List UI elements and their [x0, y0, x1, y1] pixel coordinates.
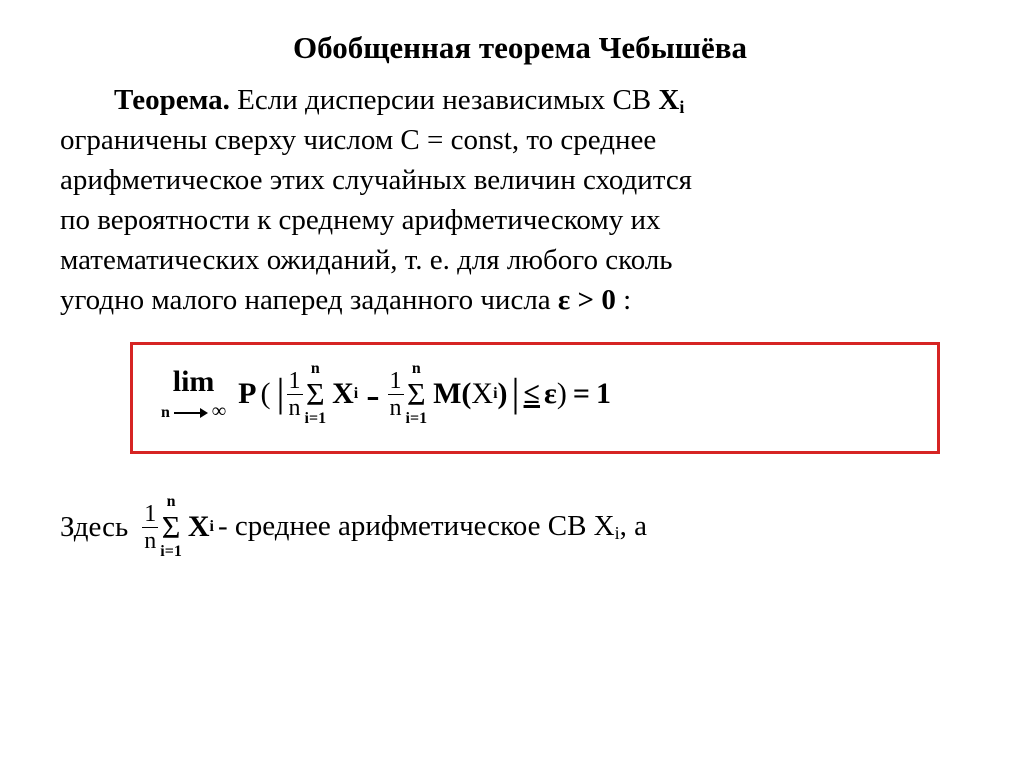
trail-rest-a: - среднее арифметическое СВ X: [218, 510, 615, 542]
frac3-num: 1: [142, 502, 158, 527]
sum3-Xi: i: [210, 518, 214, 536]
sigma1-top: n: [311, 361, 320, 377]
frac3-den: n: [142, 527, 158, 553]
lim-sub: n ∞: [161, 401, 226, 421]
sym-M-close: ): [498, 377, 508, 411]
sym-bar-r: |: [512, 369, 520, 416]
sigma3-sym: Σ: [162, 511, 181, 543]
sym-M: M(: [433, 377, 471, 411]
sigma1-sym: Σ: [306, 378, 325, 410]
text-l1-var: X: [658, 84, 679, 116]
frac-1: 1 n: [287, 369, 303, 420]
text-l4: по вероятности к среднему арифметическом…: [60, 204, 660, 236]
trail-formula: 1 n n Σ i=1 Xi: [142, 494, 214, 560]
sigma2-bot: i=1: [406, 411, 428, 427]
sym-eps: ε: [544, 377, 557, 411]
sigma-2: n Σ i=1: [406, 361, 428, 427]
text-l6c: :: [616, 284, 631, 316]
text-l6b: ε > 0: [558, 284, 616, 316]
sigma2-top: n: [412, 361, 421, 377]
sum2-X: X: [471, 377, 493, 411]
text-l5: математических ожиданий, т. е. для любог…: [60, 244, 673, 276]
theorem-label: Теорема.: [114, 84, 230, 116]
trail-rest: - среднее арифметическое СВ Xi, а: [218, 510, 647, 544]
trail-lead: Здесь: [60, 511, 128, 544]
sym-one: 1: [596, 377, 611, 411]
text-l3: арифметическое этих случайных величин сх…: [60, 164, 692, 196]
sym-close: ): [557, 377, 567, 411]
theorem-text: Теорема. Если дисперсии независимых СВ X…: [60, 80, 980, 320]
sigma3-bot: i=1: [160, 544, 182, 560]
text-l1-sub: i: [679, 97, 684, 117]
sigma1-bot: i=1: [305, 411, 327, 427]
frac-3: 1 n: [142, 502, 158, 553]
text-l6a: угодно малого наперед заданного числа: [60, 284, 558, 316]
text-l2: ограничены сверху числом С = const, то с…: [60, 124, 656, 156]
sym-bar-l: |: [277, 369, 285, 416]
sym-P: P: [238, 377, 256, 411]
sigma-1: n Σ i=1: [305, 361, 327, 427]
frac1-den: n: [287, 394, 303, 420]
sym-eq: =: [573, 377, 590, 411]
sigma3-top: n: [167, 494, 176, 510]
formula-row: lim n ∞ P ( | 1 n n Σ i=1: [161, 361, 611, 427]
sum1-X: X: [332, 377, 354, 411]
formula-box: lim n ∞ P ( | 1 n n Σ i=1: [130, 342, 940, 454]
frac2-den: n: [388, 394, 404, 420]
sym-open: (: [261, 377, 271, 411]
slide-page: Обобщенная теорема Чебышёва Теорема. Есл…: [0, 0, 1024, 768]
sum1-Xi: i: [354, 385, 358, 403]
arrow-icon: [174, 408, 208, 418]
frac-2: 1 n: [388, 369, 404, 420]
trailing-line: Здесь 1 n n Σ i=1 Xi - среднее арифметич…: [60, 494, 980, 560]
frac2-num: 1: [388, 369, 404, 394]
sym-leq: ≤: [524, 377, 540, 411]
lim-sub-inf: ∞: [212, 400, 226, 422]
sum3-X: X: [188, 510, 210, 544]
trail-rest-b: , а: [620, 510, 647, 542]
sym-minus: -: [366, 371, 379, 418]
slide-title: Обобщенная теорема Чебышёва: [60, 30, 980, 66]
lim-sub-n: n: [161, 404, 170, 421]
lim-label: lim: [173, 367, 215, 397]
lim-block: lim n ∞: [161, 367, 226, 421]
sigma-3: n Σ i=1: [160, 494, 182, 560]
text-l1a: Если дисперсии независимых СВ: [230, 84, 658, 116]
frac1-num: 1: [287, 369, 303, 394]
sigma2-sym: Σ: [407, 378, 426, 410]
